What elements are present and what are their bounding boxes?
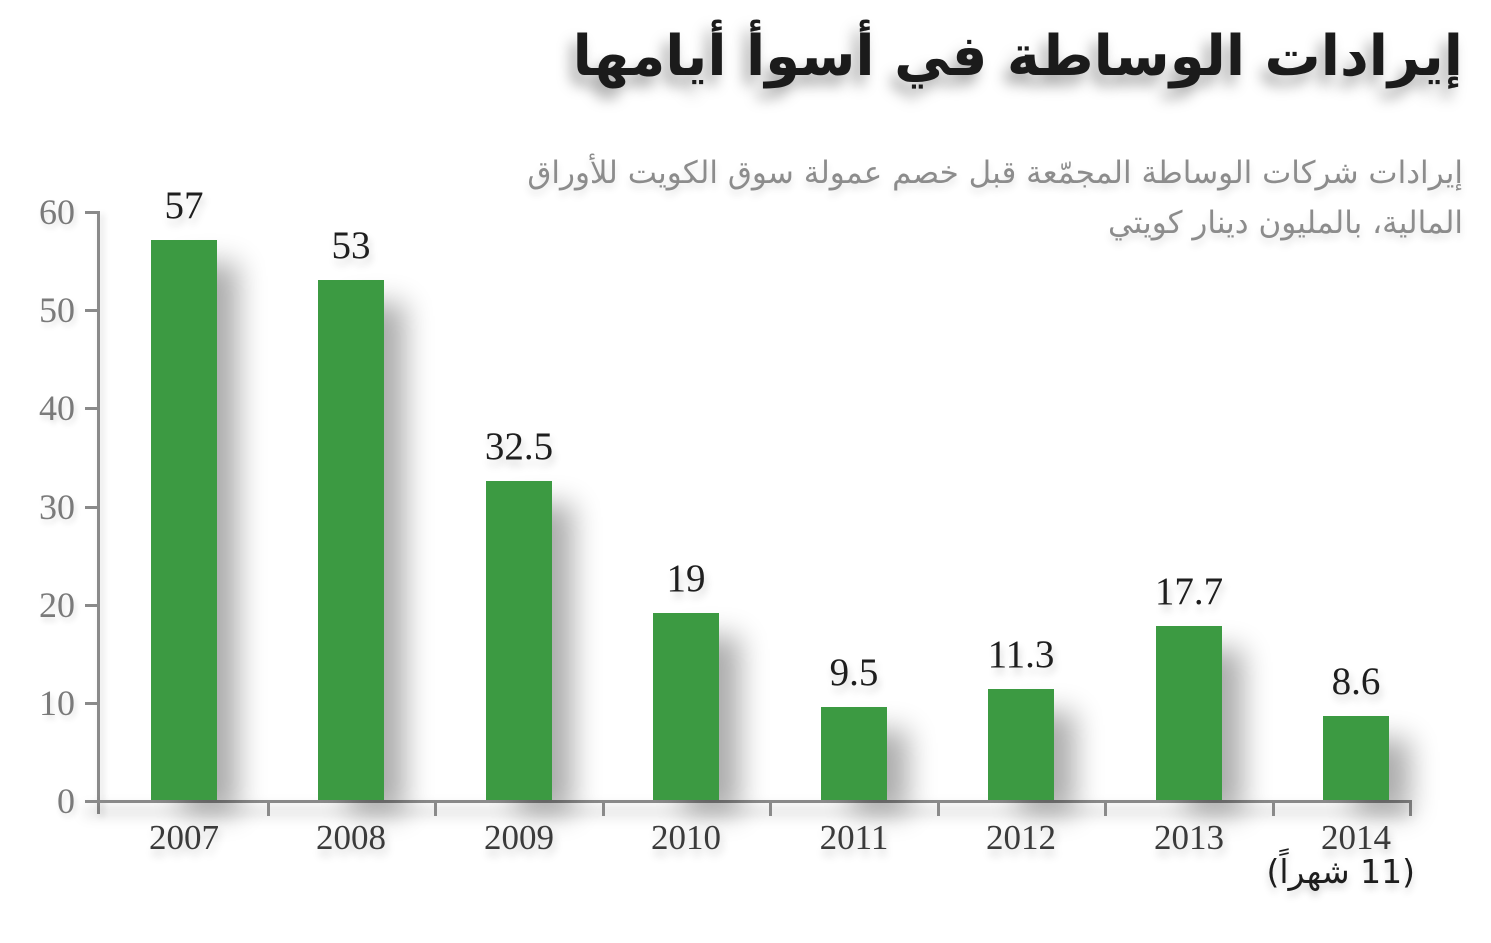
y-tick-label-60: 60 (39, 192, 75, 232)
bar-2007 (151, 240, 217, 800)
x-tick-label-2013: 2013 (1154, 818, 1224, 857)
x-boundary-tick-3 (601, 803, 605, 816)
value-label-2010: 19 (666, 557, 706, 600)
x-tick-label-2011: 2011 (819, 818, 889, 857)
value-label-2007: 57 (164, 184, 204, 227)
x-tick-label-2012: 2012 (986, 818, 1056, 857)
y-tick-10 (85, 701, 100, 705)
value-label-2012: 11.3 (987, 633, 1055, 676)
x-tick-label-2014: 2014 (1321, 818, 1391, 857)
y-tick-30 (85, 505, 100, 509)
chart-subtitle-line-2: المالية، بالمليون دينار كويتي (1107, 205, 1463, 242)
y-tick-50 (85, 309, 100, 313)
bar-2009 (486, 481, 552, 800)
x-boundary-tick-6 (1104, 803, 1107, 816)
chart-title: إيرادات الوساطة في أسوأ أيامها (572, 24, 1463, 89)
bar-2011 (821, 707, 887, 800)
y-tick-label-40: 40 (39, 388, 75, 429)
bar-2008 (318, 280, 384, 800)
x-boundary-tick-2 (434, 803, 437, 816)
chart-subtitle: إيرادات شركات الوساطة المجمّعة قبل خصم ع… (503, 148, 1463, 248)
x-tick-label-2008: 2008 (316, 818, 386, 857)
x-axis-line (85, 800, 1412, 803)
x-boundary-tick-1 (266, 803, 270, 816)
bar-2012 (988, 689, 1054, 800)
y-tick-label-30: 30 (39, 486, 75, 527)
x-tick-label-2009: 2009 (484, 818, 554, 857)
y-tick-40 (85, 407, 100, 411)
value-label-2009: 32.5 (484, 425, 554, 468)
value-label-2014: 8.6 (1331, 660, 1381, 703)
y-tick-label-10: 10 (39, 682, 75, 723)
y-tick-label-50: 50 (39, 290, 75, 331)
value-label-2013: 17.7 (1154, 570, 1224, 613)
x-axis-end-tick (1409, 803, 1412, 816)
bar-2013 (1156, 626, 1222, 800)
chart-subtitle-line-1: إيرادات شركات الوساطة المجمّعة قبل خصم ع… (527, 155, 1463, 191)
x-tick-label-2010: 2010 (651, 818, 721, 857)
value-label-2008: 53 (331, 224, 371, 267)
value-label-2011: 9.5 (829, 651, 879, 694)
x-boundary-tick-5 (936, 803, 940, 816)
y-tick-label-20: 20 (39, 584, 75, 625)
y-tick-label-0: 0 (57, 781, 75, 821)
y-axis-line (97, 211, 100, 814)
x-axis-footnote-11-months: (11 شهراً) (1266, 852, 1415, 891)
y-tick-20 (85, 603, 100, 607)
x-boundary-tick-4 (769, 803, 772, 816)
x-boundary-tick-7 (1271, 803, 1275, 816)
bar-2010 (653, 613, 719, 800)
x-tick-label-2007: 2007 (149, 818, 219, 857)
bar-2014 (1323, 716, 1389, 800)
y-tick-60 (85, 211, 100, 214)
